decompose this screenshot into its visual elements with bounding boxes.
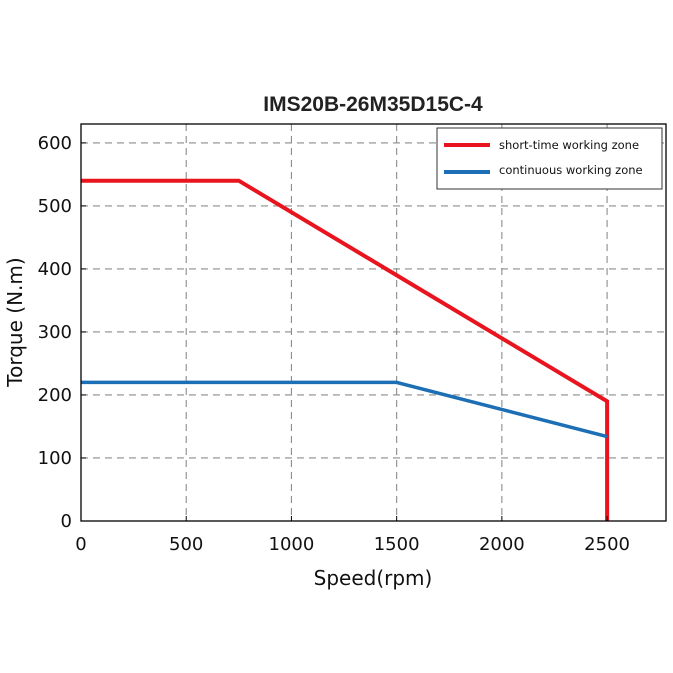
y-tick-label: 0	[61, 511, 72, 532]
y-tick-label: 500	[38, 196, 72, 217]
y-tick-labels: 0 100 200 300 400 500 600	[38, 133, 86, 532]
x-tick-label: 1500	[374, 534, 420, 555]
legend-label-continuous: continuous working zone	[499, 163, 643, 177]
y-tick-label: 600	[38, 133, 72, 154]
y-tick-label: 300	[38, 322, 72, 343]
x-tick-label: 0	[75, 534, 86, 555]
y-tick-label: 400	[38, 259, 72, 280]
chart-title: IMS20B-26M35D15C-4	[263, 93, 483, 116]
y-tick-label: 100	[38, 448, 72, 469]
legend-label-short-time: short-time working zone	[499, 138, 639, 152]
y-axis-label: Torque (N.m)	[3, 257, 27, 387]
continuous-series-line	[81, 380, 608, 439]
x-tick-label: 1000	[269, 534, 315, 555]
legend-box	[436, 127, 663, 190]
short-time-series-line	[81, 178, 610, 521]
plot-frame	[80, 123, 667, 522]
y-tick-label: 200	[38, 385, 72, 406]
series-layer	[81, 178, 610, 521]
legend: short-time working zone continuous worki…	[436, 127, 663, 190]
x-axis-label: Speed(rpm)	[314, 566, 433, 590]
x-tick-label: 2000	[479, 534, 525, 555]
grid	[81, 124, 666, 521]
x-tick-labels: 0 500 1000 1500 2000 2500	[75, 516, 630, 555]
x-tick-label: 500	[169, 534, 203, 555]
x-tick-label: 2500	[584, 534, 630, 555]
